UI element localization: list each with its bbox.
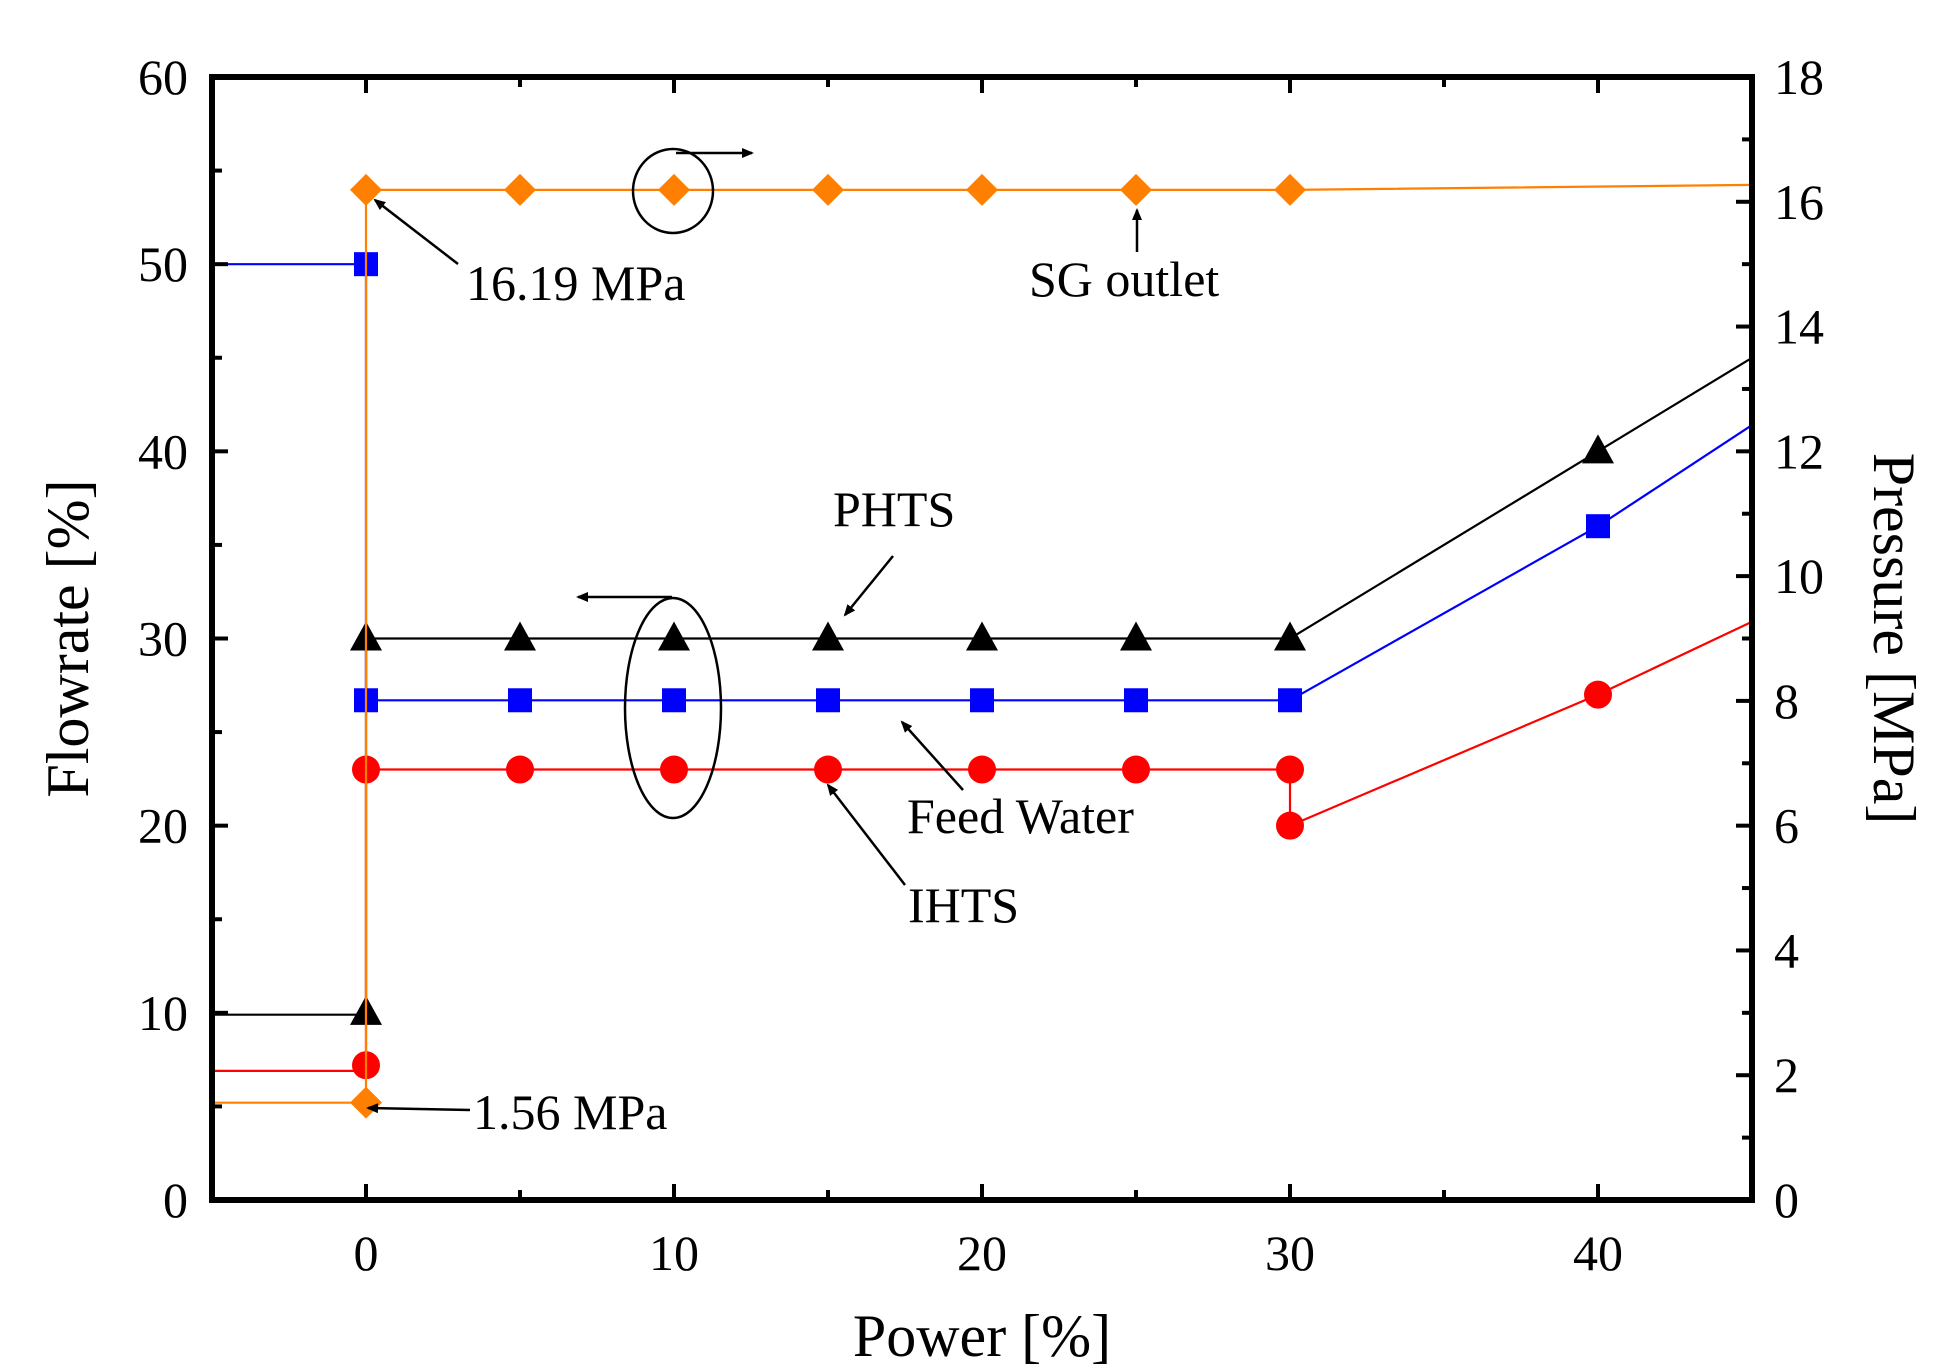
y2-tick-label: 14: [1774, 299, 1824, 355]
annotation-arrow-ihts: [826, 783, 906, 886]
y-tick-label: 30: [138, 611, 188, 667]
series-0-triangle-marker: [658, 621, 690, 651]
left-axis-indicator-ellipse: [623, 596, 723, 820]
annotation-layer: 16.19 MPa SG outlet PHTS Feed Water IHTS…: [366, 147, 1219, 1140]
annotation-arrow-1-56-mpa: [366, 1103, 471, 1114]
y2-tick-label: 8: [1774, 673, 1799, 729]
y2-tick-label: 4: [1774, 922, 1799, 978]
right-axis-indicator-ellipse: [631, 147, 715, 235]
series-3-diamond-marker: [658, 173, 690, 206]
series-3-diamond-marker: [350, 1086, 382, 1119]
series-layer: [212, 173, 1753, 1119]
series-3-line: [212, 183, 1753, 1104]
annotation-label-ihts: IHTS: [908, 877, 1019, 933]
y-tick-label: 40: [138, 423, 188, 479]
series-3-diamond-marker: [1274, 173, 1306, 206]
y2-tick-label: 2: [1774, 1047, 1799, 1103]
annotation-arrow-16-19-mpa: [373, 198, 459, 265]
annotation-label-phts: PHTS: [833, 481, 955, 537]
y2-axis-title: Pressure [MPa]: [1861, 453, 1927, 825]
annotation-label-16-19-mpa: 16.19 MPa: [466, 255, 685, 311]
series-1-square-marker: [970, 688, 994, 713]
x-tick-label: 10: [649, 1225, 699, 1281]
series-2-circle-marker: [1584, 680, 1612, 709]
series-3-diamond-marker: [350, 173, 382, 206]
axis-layer: 0 10 20 30 40 0 10 20 30 40 50 60 0 2 4 6 8 10 12 14 16 18 Pow…: [35, 49, 1927, 1367]
x-tick-label: 20: [957, 1225, 1007, 1281]
series-2-circle-marker: [506, 755, 534, 784]
y-tick-label: 50: [138, 236, 188, 292]
series-2-circle-marker: [1276, 811, 1304, 840]
series-3-diamond: [212, 173, 1753, 1119]
series-0-triangle-marker: [966, 621, 998, 651]
x-tick-label: 40: [1573, 1225, 1623, 1281]
series-3-diamond-marker: [812, 173, 844, 206]
series-1-square-marker: [1586, 514, 1610, 539]
y2-tick-label: 6: [1774, 798, 1799, 854]
series-3-diamond-marker: [1120, 173, 1152, 206]
series-3-diamond-marker: [504, 173, 536, 206]
y-tick-label: 0: [163, 1172, 188, 1228]
annotation-label-sg-outlet: SG outlet: [1029, 251, 1219, 307]
series-0-triangle-marker: [1582, 434, 1614, 464]
y-axis-title: Flowrate [%]: [35, 479, 101, 797]
y-tick-label: 10: [138, 985, 188, 1041]
series-2-circle-marker: [814, 755, 842, 784]
series-0-triangle-marker: [812, 621, 844, 651]
series-3-diamond-marker: [966, 173, 998, 206]
series-1-square-marker: [662, 688, 686, 713]
series-1-square-marker: [816, 688, 840, 713]
x-tick-label: 0: [354, 1225, 379, 1281]
series-1-square-marker: [508, 688, 532, 713]
y-tick-label: 60: [138, 49, 188, 105]
series-1-square-marker: [1278, 688, 1302, 713]
x-tick-label: 30: [1265, 1225, 1315, 1281]
annotation-label-feed-water: Feed Water: [907, 788, 1134, 844]
annotation-label-1-56-mpa: 1.56 MPa: [473, 1084, 667, 1140]
series-2-circle-marker: [660, 755, 688, 784]
series-0-triangle-marker: [1274, 621, 1306, 651]
y2-tick-label: 10: [1774, 548, 1824, 604]
series-0-triangle-marker: [1120, 621, 1152, 651]
series-0-triangle-marker: [504, 621, 536, 651]
y2-tick-label: 0: [1774, 1172, 1799, 1228]
series-1-square-marker: [1124, 688, 1148, 713]
y-tick-label: 20: [138, 798, 188, 854]
x-axis-title: Power [%]: [853, 1303, 1111, 1367]
y2-tick-label: 18: [1774, 49, 1824, 105]
annotation-arrow-phts: [843, 555, 894, 617]
series-2-circle-marker: [1122, 755, 1150, 784]
y2-tick-label: 16: [1774, 174, 1824, 230]
y2-tick-label: 12: [1774, 423, 1824, 479]
series-2-circle-marker: [968, 755, 996, 784]
annotation-arrow-feed-water: [900, 720, 964, 791]
series-2-circle-marker: [1276, 755, 1304, 784]
